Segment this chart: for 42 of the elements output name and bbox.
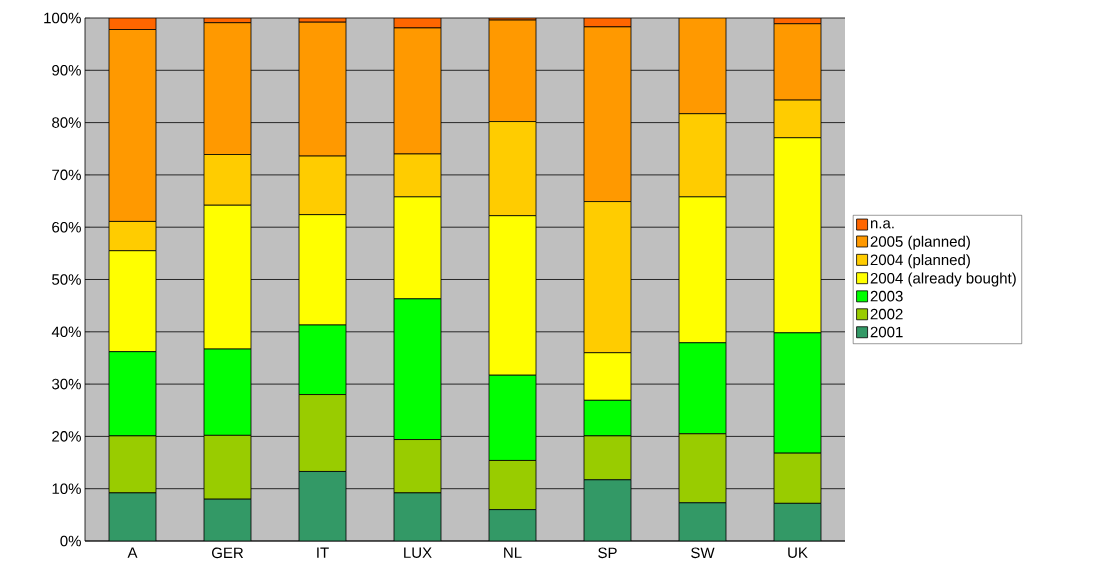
- bar: [583, 479, 632, 541]
- bar: [298, 21, 347, 157]
- legend-label: n.a.: [870, 220, 894, 229]
- x-tick-label: GER: [212, 547, 244, 559]
- x-tick-label: IT: [317, 547, 329, 558]
- legend-label: 2001: [870, 326, 903, 338]
- legend-label: 2004 (already bought): [870, 272, 1016, 287]
- y-tick-label: 30%: [52, 378, 81, 390]
- bar: [298, 471, 347, 541]
- bar: [108, 29, 157, 222]
- y-tick-label: 20%: [52, 431, 81, 442]
- legend-label: 2002: [870, 308, 903, 320]
- bar: [678, 18, 727, 115]
- bar: [583, 26, 632, 202]
- y-tick-label: 60%: [52, 221, 81, 233]
- bar: [393, 492, 442, 541]
- y-tick-label: 90%: [52, 64, 81, 76]
- legend-label: 2005 (planned): [870, 235, 970, 250]
- x-tick-label: SW: [691, 547, 715, 559]
- bar: [773, 23, 822, 101]
- x-tick-label: A: [127, 547, 138, 558]
- bar: [108, 492, 157, 541]
- y-tick-label: 100%: [44, 12, 81, 24]
- x-tick-label: UK: [788, 547, 808, 558]
- y-tick-label: 50%: [52, 274, 81, 285]
- x-tick-label: NL: [504, 547, 522, 558]
- y-tick-label: 10%: [52, 483, 81, 494]
- y-tick-label: 80%: [52, 117, 81, 128]
- bar: [773, 502, 822, 541]
- x-tick-label: SP: [598, 547, 617, 559]
- bar: [488, 19, 537, 122]
- legend-label: 2003: [870, 290, 903, 302]
- y-tick-label: 0%: [60, 535, 81, 547]
- bar: [393, 27, 442, 155]
- bar: [203, 22, 252, 155]
- bar: [678, 502, 727, 541]
- y-tick-label: 70%: [52, 169, 81, 181]
- x-tick-label: LUX: [404, 547, 432, 558]
- legend-label: 2004 (planned): [870, 254, 970, 269]
- bar: [488, 509, 537, 541]
- bar: [203, 498, 252, 541]
- y-tick-label: 40%: [51, 326, 81, 338]
